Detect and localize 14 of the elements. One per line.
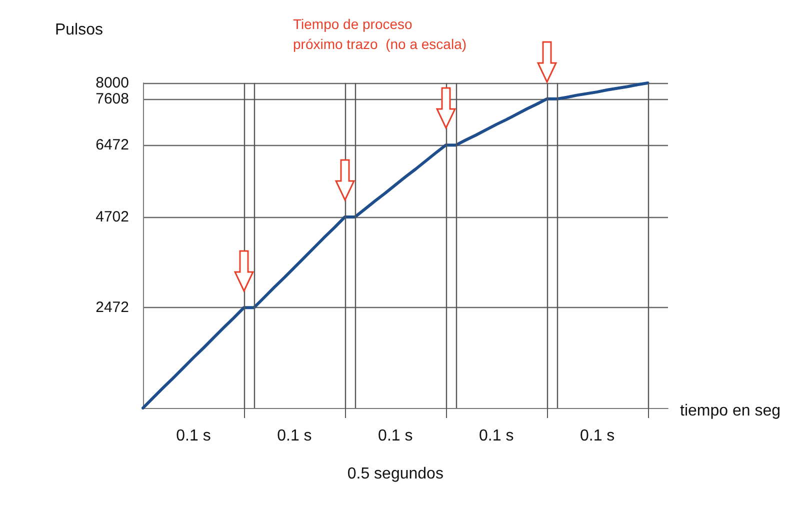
y-tick-label: 4702	[96, 208, 129, 226]
y-tick-label: 8000	[96, 74, 129, 92]
text: 0.5 segundos	[347, 466, 444, 482]
text: 0.1 s	[580, 428, 615, 444]
text: 0.1 s	[277, 428, 312, 444]
text: Tiempo de proceso próximo trazo (no a escala)	[293, 16, 467, 52]
y-tick-label: 6472	[96, 136, 129, 154]
text: 0.1 s	[176, 428, 211, 444]
x-axis-title: tiempo en seg	[680, 402, 781, 420]
y-tick-label: 7608	[96, 90, 129, 108]
y-tick-label: 2472	[96, 299, 129, 316]
y-axis-title: Pulsos	[54, 22, 103, 38]
text: 0.1 s	[479, 428, 514, 444]
text: 0.1 s	[378, 428, 413, 444]
